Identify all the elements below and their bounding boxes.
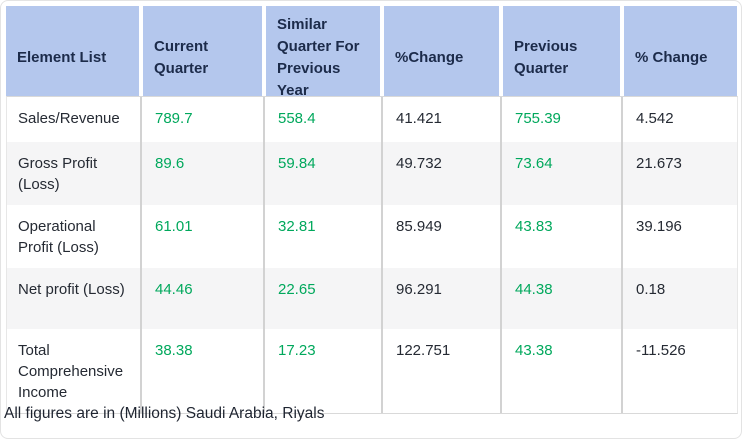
- pct-change-value: 41.421: [396, 110, 442, 127]
- current-quarter-value: 789.7: [155, 110, 193, 127]
- table-row: Net profit (Loss) 44.46 22.65 96.291 44.…: [7, 268, 737, 329]
- table-header-row: Element List Current Quarter Similar Qua…: [6, 6, 738, 110]
- column-header-pct-change-2: % Change: [624, 6, 737, 110]
- previous-quarter-value: 44.38: [515, 281, 553, 298]
- column-divider: [621, 97, 623, 413]
- column-divider: [500, 97, 502, 413]
- row-label: Total Comprehensive Income: [18, 342, 124, 401]
- pct-change-value: 85.949: [396, 218, 442, 235]
- column-header-element-list: Element List: [6, 6, 139, 110]
- row-label: Net profit (Loss): [18, 281, 125, 298]
- pct-change-value: 49.732: [396, 155, 442, 172]
- pct-change-value: 4.542: [636, 110, 674, 127]
- pct-change-value: 0.18: [636, 281, 666, 298]
- table-row: Operational Profit (Loss) 61.01 32.81 85…: [7, 205, 737, 268]
- column-header-previous-quarter: Previous Quarter: [503, 6, 620, 110]
- similar-quarter-value: 17.23: [278, 342, 316, 359]
- financial-results-table: Element List Current Quarter Similar Qua…: [6, 6, 738, 414]
- pct-change-value: -11.526: [636, 342, 686, 359]
- column-header-current-quarter: Current Quarter: [143, 6, 262, 110]
- current-quarter-value: 89.6: [155, 155, 185, 172]
- table-row: Sales/Revenue 789.7 558.4 41.421 755.39 …: [7, 97, 737, 142]
- column-divider: [381, 97, 383, 413]
- previous-quarter-value: 755.39: [515, 110, 561, 127]
- column-header-pct-change-1: %Change: [384, 6, 499, 110]
- table-footnote: All figures are in (Millions) Saudi Arab…: [4, 405, 325, 422]
- column-divider: [140, 97, 142, 413]
- table-row: Total Comprehensive Income 38.38 17.23 1…: [7, 329, 737, 413]
- row-label: Gross Profit (Loss): [18, 155, 98, 193]
- similar-quarter-value: 59.84: [278, 155, 316, 172]
- similar-quarter-value: 22.65: [278, 281, 316, 298]
- previous-quarter-value: 43.38: [515, 342, 553, 359]
- table-row: Gross Profit (Loss) 89.6 59.84 49.732 73…: [7, 142, 737, 205]
- column-header-similar-quarter-previous-year: Similar Quarter For Previous Year: [266, 6, 380, 110]
- pct-change-value: 122.751: [396, 342, 451, 359]
- previous-quarter-value: 73.64: [515, 155, 553, 172]
- current-quarter-value: 61.01: [155, 218, 193, 235]
- column-divider: [263, 97, 265, 413]
- pct-change-value: 21.673: [636, 155, 682, 172]
- pct-change-value: 96.291: [396, 281, 442, 298]
- table-body: Sales/Revenue 789.7 558.4 41.421 755.39 …: [6, 96, 738, 414]
- similar-quarter-value: 32.81: [278, 218, 316, 235]
- similar-quarter-value: 558.4: [278, 110, 316, 127]
- pct-change-value: 39.196: [636, 218, 682, 235]
- row-label: Sales/Revenue: [18, 110, 120, 127]
- current-quarter-value: 44.46: [155, 281, 193, 298]
- previous-quarter-value: 43.83: [515, 218, 553, 235]
- row-label: Operational Profit (Loss): [18, 218, 99, 256]
- current-quarter-value: 38.38: [155, 342, 193, 359]
